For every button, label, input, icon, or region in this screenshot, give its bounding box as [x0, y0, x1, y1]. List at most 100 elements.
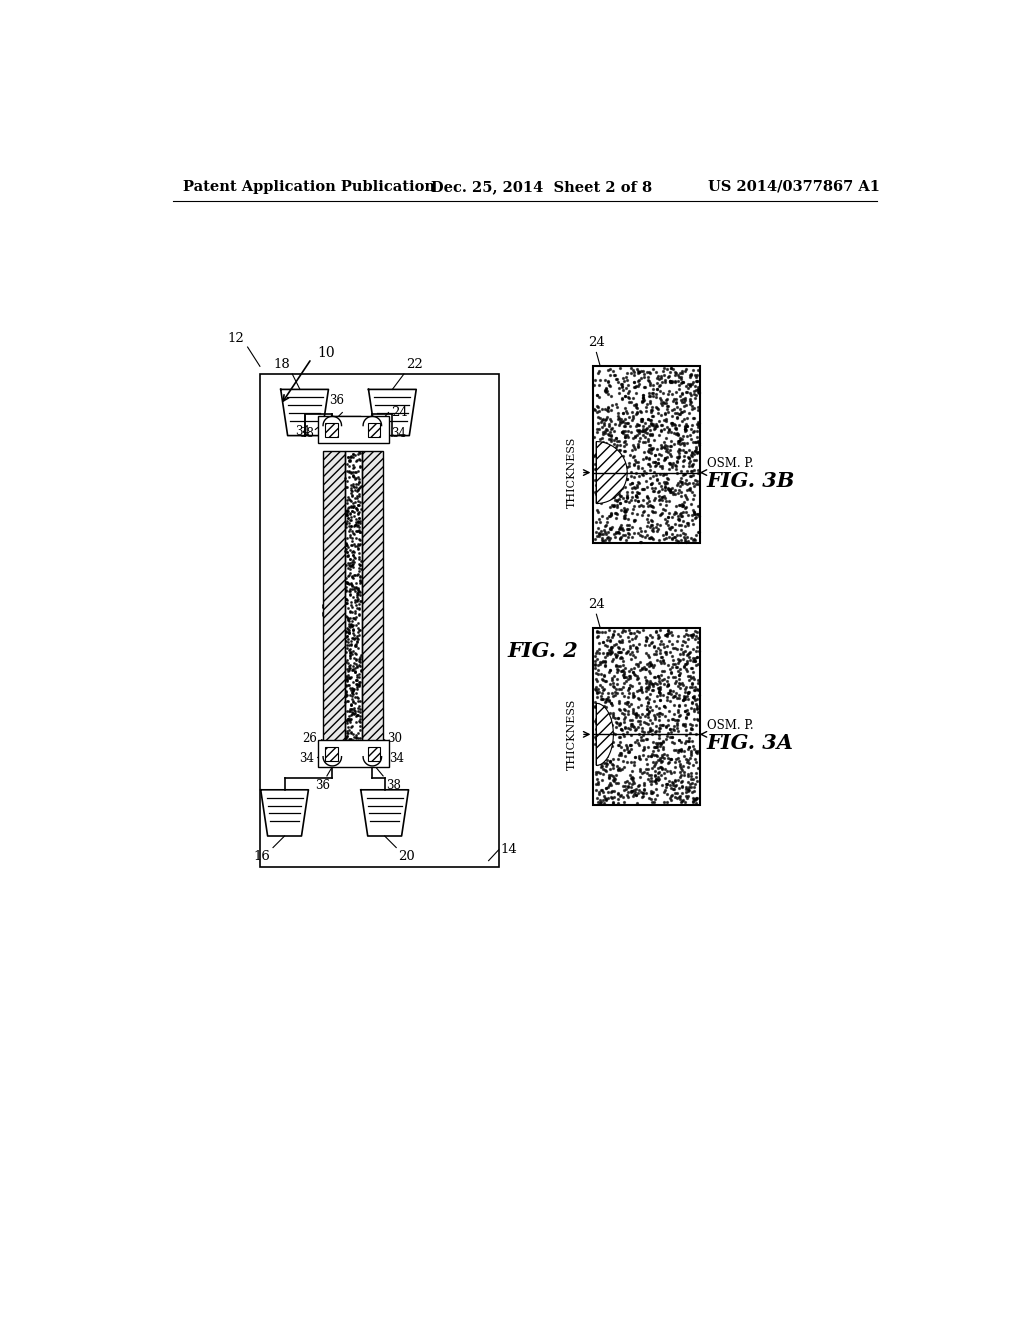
Point [351, 516, 368, 537]
Point [344, 733, 360, 754]
Point [680, 682, 696, 704]
Point [687, 789, 703, 810]
Point [351, 469, 368, 490]
Point [344, 686, 360, 708]
Point [342, 556, 358, 577]
Point [660, 479, 677, 500]
Point [340, 446, 356, 467]
Point [632, 652, 648, 673]
Point [657, 774, 674, 795]
Point [670, 432, 686, 453]
Point [618, 519, 635, 540]
Point [655, 763, 672, 784]
Point [341, 562, 357, 583]
Point [644, 700, 660, 721]
Point [341, 565, 357, 586]
Point [631, 414, 647, 436]
Point [642, 363, 658, 384]
Point [678, 479, 694, 500]
Point [629, 424, 645, 445]
Point [620, 781, 636, 803]
Point [592, 454, 608, 475]
Point [613, 642, 630, 663]
Point [590, 407, 606, 428]
Point [635, 502, 651, 523]
Point [611, 714, 628, 735]
Point [668, 392, 684, 413]
Point [602, 642, 618, 663]
Point [623, 414, 639, 436]
Point [338, 685, 354, 706]
Point [351, 508, 368, 529]
Point [673, 467, 689, 488]
Point [609, 668, 626, 689]
Point [610, 430, 627, 451]
Point [347, 711, 364, 733]
Point [630, 458, 646, 479]
Point [617, 771, 634, 792]
Point [351, 727, 368, 748]
Point [339, 667, 355, 688]
Point [345, 444, 361, 465]
Point [622, 661, 638, 682]
Point [685, 360, 701, 381]
Point [683, 776, 699, 797]
Point [630, 655, 646, 676]
Point [687, 473, 703, 494]
Point [610, 792, 627, 813]
Point [340, 690, 356, 711]
Point [671, 729, 687, 750]
Point [677, 360, 693, 381]
Point [632, 420, 648, 441]
Point [625, 628, 641, 649]
Point [650, 473, 667, 494]
Point [347, 581, 364, 602]
Point [648, 715, 665, 737]
Point [597, 399, 613, 420]
Point [664, 506, 680, 527]
Point [638, 396, 654, 417]
Point [609, 496, 626, 517]
Point [683, 717, 699, 738]
Point [655, 432, 672, 453]
Point [351, 457, 368, 478]
Point [689, 787, 706, 808]
Point [347, 461, 364, 482]
Point [342, 653, 358, 675]
Point [648, 772, 665, 793]
Point [644, 631, 660, 652]
Point [636, 479, 652, 500]
Point [673, 639, 689, 660]
Point [344, 554, 360, 576]
Point [612, 411, 629, 432]
Point [615, 787, 632, 808]
Point [652, 733, 669, 754]
Point [627, 510, 643, 531]
Point [339, 535, 355, 556]
Point [683, 418, 699, 440]
Point [616, 718, 633, 739]
Point [677, 414, 693, 436]
Point [652, 756, 669, 777]
Point [662, 718, 678, 739]
Point [621, 453, 637, 474]
Point [657, 705, 674, 726]
Point [598, 379, 614, 400]
Point [665, 653, 681, 675]
Point [675, 450, 691, 471]
Point [643, 774, 659, 795]
Point [595, 742, 611, 763]
Point [590, 659, 606, 680]
Point [688, 432, 705, 453]
Point [678, 381, 694, 403]
Point [594, 688, 610, 709]
Point [667, 371, 683, 392]
Point [613, 647, 630, 668]
Point [682, 774, 698, 795]
Point [647, 444, 664, 465]
Point [604, 723, 621, 744]
Point [648, 768, 665, 789]
Point [603, 503, 620, 524]
Point [670, 710, 686, 731]
Point [629, 793, 645, 814]
